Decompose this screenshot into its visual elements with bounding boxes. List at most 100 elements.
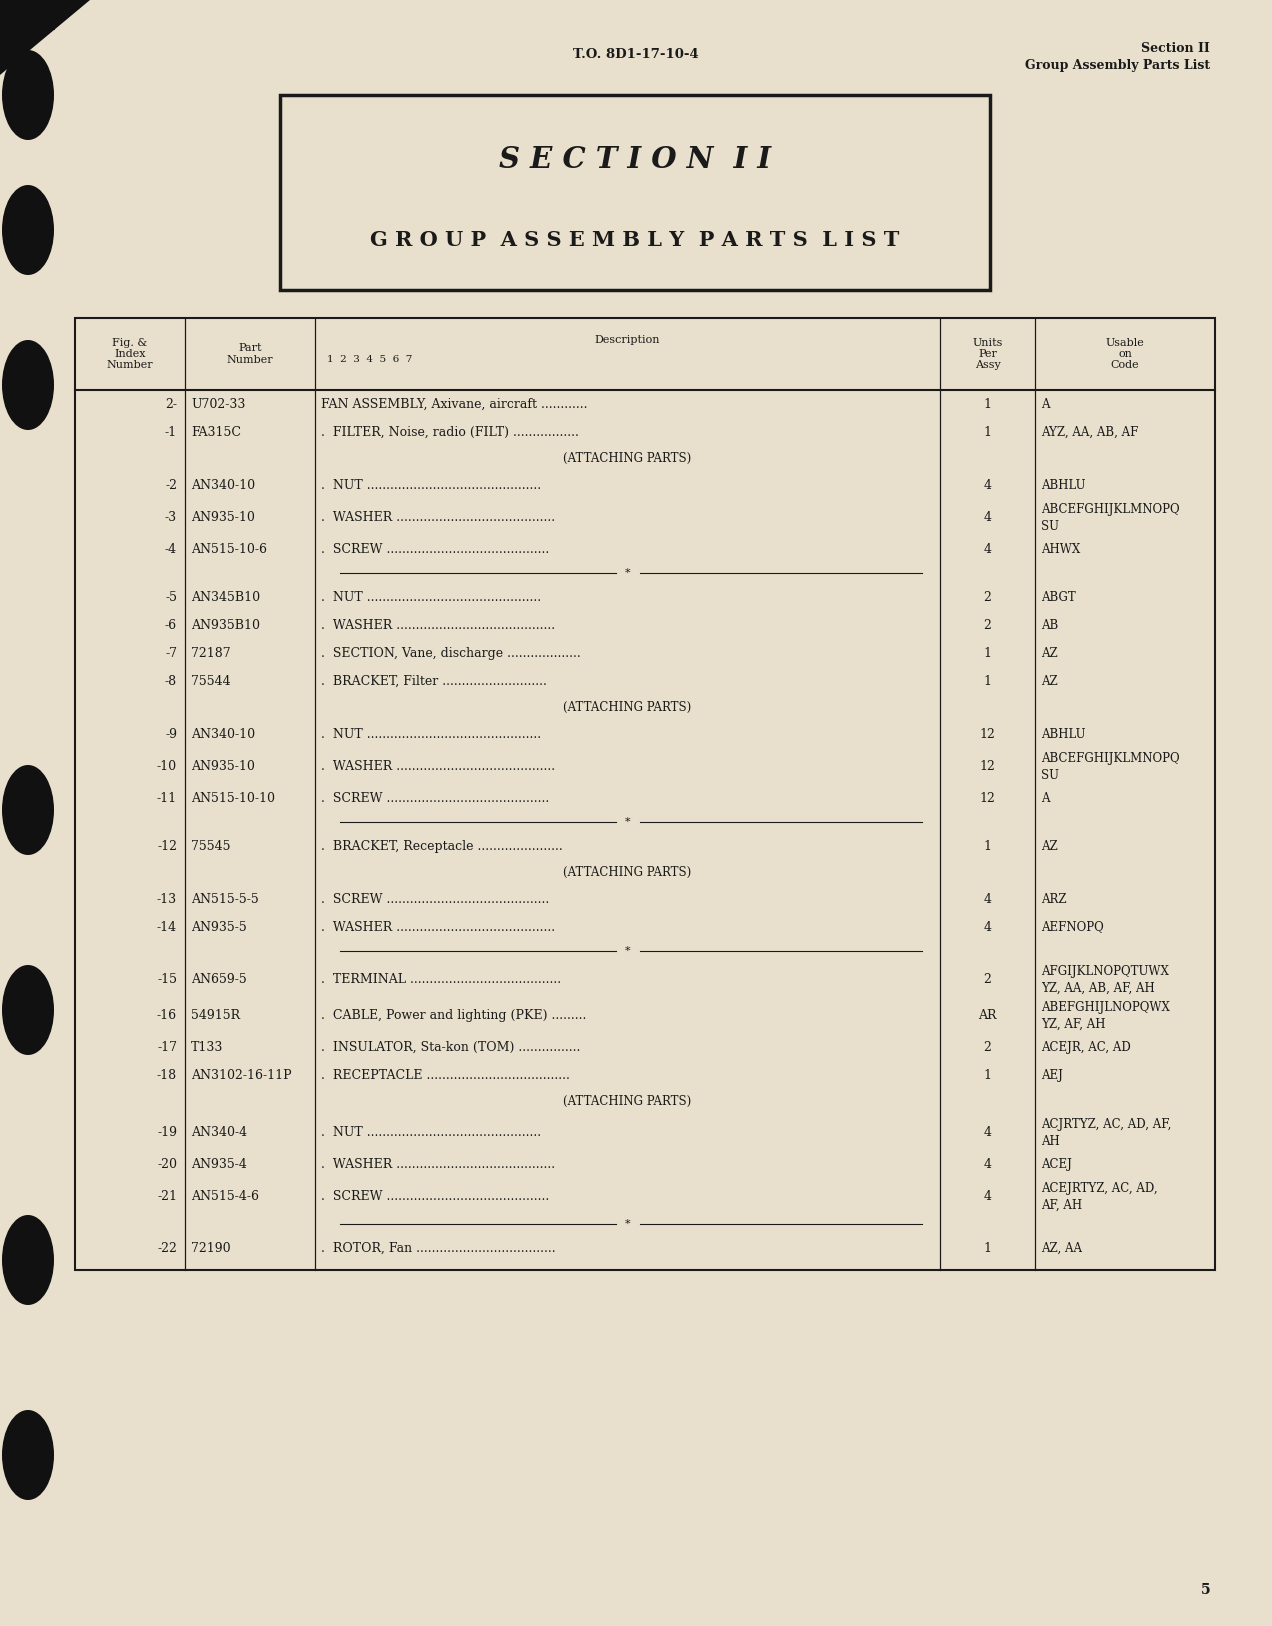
Text: -15: -15 bbox=[156, 972, 177, 985]
Text: AHWX: AHWX bbox=[1040, 543, 1080, 556]
Text: .  NUT .............................................: . NUT ..................................… bbox=[321, 1125, 541, 1138]
Text: .  CABLE, Power and lighting (PKE) .........: . CABLE, Power and lighting (PKE) ......… bbox=[321, 1008, 586, 1021]
Text: 4: 4 bbox=[983, 511, 991, 524]
Text: Code: Code bbox=[1110, 359, 1140, 371]
Text: 1: 1 bbox=[983, 1068, 991, 1081]
Text: (ATTACHING PARTS): (ATTACHING PARTS) bbox=[563, 1094, 692, 1107]
Text: 12: 12 bbox=[979, 759, 996, 772]
Text: ABCEFGHIJKLMNOPQ: ABCEFGHIJKLMNOPQ bbox=[1040, 502, 1179, 515]
Text: 2-: 2- bbox=[165, 397, 177, 410]
Text: (ATTACHING PARTS): (ATTACHING PARTS) bbox=[563, 452, 692, 465]
Text: 12: 12 bbox=[979, 792, 996, 805]
Text: .  WASHER .........................................: . WASHER ...............................… bbox=[321, 511, 555, 524]
Text: -7: -7 bbox=[165, 647, 177, 660]
Text: .  BRACKET, Filter ...........................: . BRACKET, Filter ......................… bbox=[321, 675, 547, 688]
Text: 4: 4 bbox=[983, 1190, 991, 1203]
Text: *: * bbox=[625, 946, 631, 956]
Text: AN935-10: AN935-10 bbox=[191, 511, 254, 524]
Text: G R O U P  A S S E M B L Y  P A R T S  L I S T: G R O U P A S S E M B L Y P A R T S L I … bbox=[370, 229, 899, 250]
Text: SU: SU bbox=[1040, 769, 1060, 782]
Text: -19: -19 bbox=[156, 1125, 177, 1138]
Text: .  SCREW ..........................................: . SCREW ................................… bbox=[321, 792, 550, 805]
Text: *: * bbox=[625, 1220, 631, 1229]
Text: 72190: 72190 bbox=[191, 1242, 230, 1255]
Text: .  TERMINAL .......................................: . TERMINAL .............................… bbox=[321, 972, 561, 985]
Text: -13: -13 bbox=[156, 893, 177, 906]
Text: Index: Index bbox=[114, 350, 146, 359]
Text: AB: AB bbox=[1040, 618, 1058, 631]
Text: 75544: 75544 bbox=[191, 675, 230, 688]
Text: -6: -6 bbox=[165, 618, 177, 631]
Text: 2: 2 bbox=[983, 618, 991, 631]
Text: Section II: Section II bbox=[1141, 42, 1210, 55]
Text: AEFNOPQ: AEFNOPQ bbox=[1040, 920, 1104, 933]
Text: .  SCREW ..........................................: . SCREW ................................… bbox=[321, 543, 550, 556]
Text: .  SECTION, Vane, discharge ...................: . SECTION, Vane, discharge .............… bbox=[321, 647, 581, 660]
Text: .  FILTER, Noise, radio (FILT) .................: . FILTER, Noise, radio (FILT) ..........… bbox=[321, 426, 579, 439]
Text: T.O. 8D1-17-10-4: T.O. 8D1-17-10-4 bbox=[574, 49, 698, 62]
Text: ABHLU: ABHLU bbox=[1040, 727, 1085, 740]
Text: -8: -8 bbox=[165, 675, 177, 688]
Text: ABGT: ABGT bbox=[1040, 590, 1076, 603]
Text: .  WASHER .........................................: . WASHER ...............................… bbox=[321, 759, 555, 772]
Text: .  NUT .............................................: . NUT ..................................… bbox=[321, 590, 541, 603]
Text: 1: 1 bbox=[983, 839, 991, 852]
Text: 4: 4 bbox=[983, 1158, 991, 1171]
Ellipse shape bbox=[3, 1410, 53, 1501]
Text: .  ROTOR, Fan ....................................: . ROTOR, Fan ...........................… bbox=[321, 1242, 556, 1255]
Text: .  NUT .............................................: . NUT ..................................… bbox=[321, 727, 541, 740]
Text: AN515-10-6: AN515-10-6 bbox=[191, 543, 267, 556]
Text: 5: 5 bbox=[1201, 1584, 1210, 1597]
Text: AN340-4: AN340-4 bbox=[191, 1125, 247, 1138]
Text: (ATTACHING PARTS): (ATTACHING PARTS) bbox=[563, 701, 692, 714]
Text: -1: -1 bbox=[165, 426, 177, 439]
Text: -21: -21 bbox=[156, 1190, 177, 1203]
Text: 2: 2 bbox=[983, 590, 991, 603]
Text: AN515-10-10: AN515-10-10 bbox=[191, 792, 275, 805]
Ellipse shape bbox=[3, 185, 53, 275]
Text: AN935-5: AN935-5 bbox=[191, 920, 247, 933]
Text: ACEJ: ACEJ bbox=[1040, 1158, 1072, 1171]
Text: ABCEFGHIJKLMNOPQ: ABCEFGHIJKLMNOPQ bbox=[1040, 751, 1179, 764]
Text: Group Assembly Parts List: Group Assembly Parts List bbox=[1025, 59, 1210, 72]
Text: AFGIJKLNOPQTUWX: AFGIJKLNOPQTUWX bbox=[1040, 964, 1169, 977]
Text: AN3102-16-11P: AN3102-16-11P bbox=[191, 1068, 291, 1081]
Text: -9: -9 bbox=[165, 727, 177, 740]
Text: Number: Number bbox=[226, 354, 273, 364]
Text: A: A bbox=[1040, 397, 1049, 410]
Text: AN935-4: AN935-4 bbox=[191, 1158, 247, 1171]
Polygon shape bbox=[0, 0, 90, 75]
Text: 1: 1 bbox=[983, 675, 991, 688]
Text: ACEJRTYZ, AC, AD,: ACEJRTYZ, AC, AD, bbox=[1040, 1182, 1158, 1195]
Text: 54915R: 54915R bbox=[191, 1008, 240, 1021]
Bar bbox=[75, 319, 1215, 1270]
Text: AN935-10: AN935-10 bbox=[191, 759, 254, 772]
Text: S E C T I O N  I I: S E C T I O N I I bbox=[499, 145, 771, 174]
Text: -18: -18 bbox=[156, 1068, 177, 1081]
Text: AN515-5-5: AN515-5-5 bbox=[191, 893, 258, 906]
Text: ARZ: ARZ bbox=[1040, 893, 1067, 906]
Text: -16: -16 bbox=[156, 1008, 177, 1021]
Text: *: * bbox=[625, 816, 631, 828]
Text: U702-33: U702-33 bbox=[191, 397, 245, 410]
Text: 1: 1 bbox=[983, 426, 991, 439]
Text: 2: 2 bbox=[983, 972, 991, 985]
Text: AYZ, AA, AB, AF: AYZ, AA, AB, AF bbox=[1040, 426, 1138, 439]
Text: AZ: AZ bbox=[1040, 675, 1058, 688]
Text: .  INSULATOR, Sta-kon (TOM) ................: . INSULATOR, Sta-kon (TOM) .............… bbox=[321, 1041, 580, 1054]
Text: -3: -3 bbox=[165, 511, 177, 524]
Text: 1: 1 bbox=[983, 647, 991, 660]
Text: FAN ASSEMBLY, Axivane, aircraft ............: FAN ASSEMBLY, Axivane, aircraft ........… bbox=[321, 397, 588, 410]
Text: AN345B10: AN345B10 bbox=[191, 590, 261, 603]
Text: AN515-4-6: AN515-4-6 bbox=[191, 1190, 259, 1203]
Text: -10: -10 bbox=[156, 759, 177, 772]
Text: on: on bbox=[1118, 350, 1132, 359]
Text: .  NUT .............................................: . NUT ..................................… bbox=[321, 478, 541, 491]
Text: 4: 4 bbox=[983, 893, 991, 906]
Text: Usable: Usable bbox=[1105, 338, 1145, 348]
Text: ACEJR, AC, AD: ACEJR, AC, AD bbox=[1040, 1041, 1131, 1054]
Text: -12: -12 bbox=[156, 839, 177, 852]
Text: .  RECEPTACLE .....................................: . RECEPTACLE ...........................… bbox=[321, 1068, 570, 1081]
Bar bbox=[0, 0, 55, 29]
Text: Per: Per bbox=[978, 350, 997, 359]
